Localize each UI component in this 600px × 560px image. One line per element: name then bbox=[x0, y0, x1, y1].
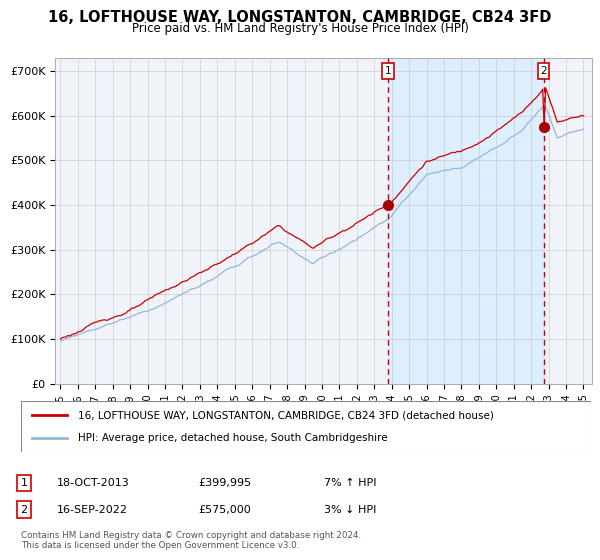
FancyBboxPatch shape bbox=[21, 401, 591, 452]
Text: HPI: Average price, detached house, South Cambridgeshire: HPI: Average price, detached house, Sout… bbox=[78, 433, 388, 443]
Text: 2: 2 bbox=[540, 66, 547, 76]
Text: 18-OCT-2013: 18-OCT-2013 bbox=[57, 478, 130, 488]
Text: Price paid vs. HM Land Registry's House Price Index (HPI): Price paid vs. HM Land Registry's House … bbox=[131, 22, 469, 35]
Bar bbox=[388, 58, 544, 384]
Text: 1: 1 bbox=[20, 478, 28, 488]
Text: 1: 1 bbox=[385, 66, 392, 76]
Text: 7% ↑ HPI: 7% ↑ HPI bbox=[324, 478, 377, 488]
Text: 3% ↓ HPI: 3% ↓ HPI bbox=[324, 505, 376, 515]
Text: 16, LOFTHOUSE WAY, LONGSTANTON, CAMBRIDGE, CB24 3FD: 16, LOFTHOUSE WAY, LONGSTANTON, CAMBRIDG… bbox=[49, 10, 551, 25]
Text: £575,000: £575,000 bbox=[198, 505, 251, 515]
Text: 2: 2 bbox=[20, 505, 28, 515]
Text: 16-SEP-2022: 16-SEP-2022 bbox=[57, 505, 128, 515]
Text: 16, LOFTHOUSE WAY, LONGSTANTON, CAMBRIDGE, CB24 3FD (detached house): 16, LOFTHOUSE WAY, LONGSTANTON, CAMBRIDG… bbox=[78, 410, 494, 421]
Text: Contains HM Land Registry data © Crown copyright and database right 2024.
This d: Contains HM Land Registry data © Crown c… bbox=[21, 531, 361, 550]
Text: £399,995: £399,995 bbox=[198, 478, 251, 488]
